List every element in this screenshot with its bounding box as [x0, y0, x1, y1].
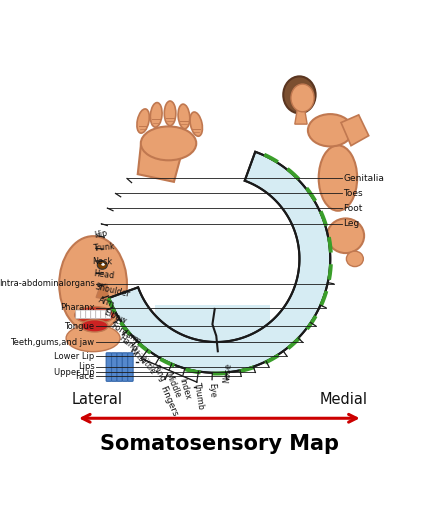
Text: Toes: Toes [343, 189, 363, 198]
Text: Ring: Ring [150, 364, 167, 384]
Text: Lateral: Lateral [71, 392, 122, 407]
Ellipse shape [141, 127, 196, 160]
Ellipse shape [308, 114, 353, 146]
Ellipse shape [137, 109, 149, 133]
Text: Face: Face [75, 372, 95, 381]
Text: Neck: Neck [92, 256, 113, 266]
Ellipse shape [59, 236, 127, 332]
Text: Leg: Leg [343, 219, 360, 228]
FancyBboxPatch shape [106, 353, 112, 381]
Text: Eye: Eye [208, 382, 217, 398]
Text: Medial: Medial [319, 392, 367, 407]
Polygon shape [295, 110, 307, 124]
Text: Elbow: Elbow [102, 307, 128, 326]
Ellipse shape [319, 145, 357, 211]
Polygon shape [341, 115, 369, 146]
Text: Teeth,gums,and jaw: Teeth,gums,and jaw [10, 338, 95, 347]
Text: Head: Head [93, 269, 115, 281]
Text: Forearm: Forearm [109, 321, 142, 346]
Ellipse shape [62, 278, 75, 301]
Text: Nose: Nose [223, 362, 233, 383]
Polygon shape [155, 305, 270, 355]
Ellipse shape [101, 263, 105, 266]
Ellipse shape [172, 317, 227, 362]
Text: Middle: Middle [163, 371, 182, 399]
FancyBboxPatch shape [81, 310, 86, 318]
Text: Foot: Foot [343, 204, 363, 213]
FancyBboxPatch shape [101, 310, 106, 318]
FancyBboxPatch shape [112, 353, 117, 381]
Text: Lips: Lips [78, 362, 95, 371]
Ellipse shape [164, 101, 176, 126]
Ellipse shape [291, 84, 314, 112]
FancyBboxPatch shape [96, 310, 101, 318]
Text: Genitalia: Genitalia [343, 174, 384, 183]
FancyBboxPatch shape [106, 310, 111, 318]
Text: Fingers: Fingers [158, 384, 179, 418]
Ellipse shape [283, 77, 315, 114]
Text: Shoulder: Shoulder [95, 282, 131, 299]
FancyBboxPatch shape [76, 310, 81, 318]
Text: Hip: Hip [94, 228, 108, 240]
Polygon shape [96, 284, 108, 300]
FancyBboxPatch shape [91, 310, 96, 318]
FancyBboxPatch shape [128, 353, 133, 381]
Ellipse shape [346, 251, 363, 267]
Ellipse shape [190, 112, 202, 136]
Text: Index: Index [178, 377, 193, 401]
Text: Somatosensory Map: Somatosensory Map [100, 433, 339, 454]
Ellipse shape [81, 320, 108, 332]
Text: Trunk: Trunk [92, 242, 115, 253]
Ellipse shape [150, 103, 162, 127]
Ellipse shape [208, 316, 256, 356]
Polygon shape [109, 152, 330, 373]
Text: Pharanx: Pharanx [60, 303, 95, 312]
Text: Lower Lip: Lower Lip [54, 352, 95, 361]
Ellipse shape [74, 307, 115, 324]
Ellipse shape [97, 261, 107, 269]
FancyBboxPatch shape [86, 310, 91, 318]
FancyBboxPatch shape [122, 353, 128, 381]
Ellipse shape [66, 325, 120, 352]
Polygon shape [138, 146, 181, 182]
Ellipse shape [327, 218, 364, 253]
FancyBboxPatch shape [117, 353, 122, 381]
Text: Arm: Arm [98, 295, 116, 309]
Text: Intra-abdominalorgans: Intra-abdominalorgans [0, 279, 95, 288]
Text: Hand: Hand [117, 333, 139, 354]
Text: Tongue: Tongue [65, 321, 95, 330]
Text: Thumb: Thumb [193, 381, 206, 410]
Text: Wrist: Wrist [127, 345, 148, 366]
Text: Little: Little [138, 355, 158, 377]
Ellipse shape [178, 104, 190, 129]
Text: Upper Lip: Upper Lip [54, 368, 95, 377]
